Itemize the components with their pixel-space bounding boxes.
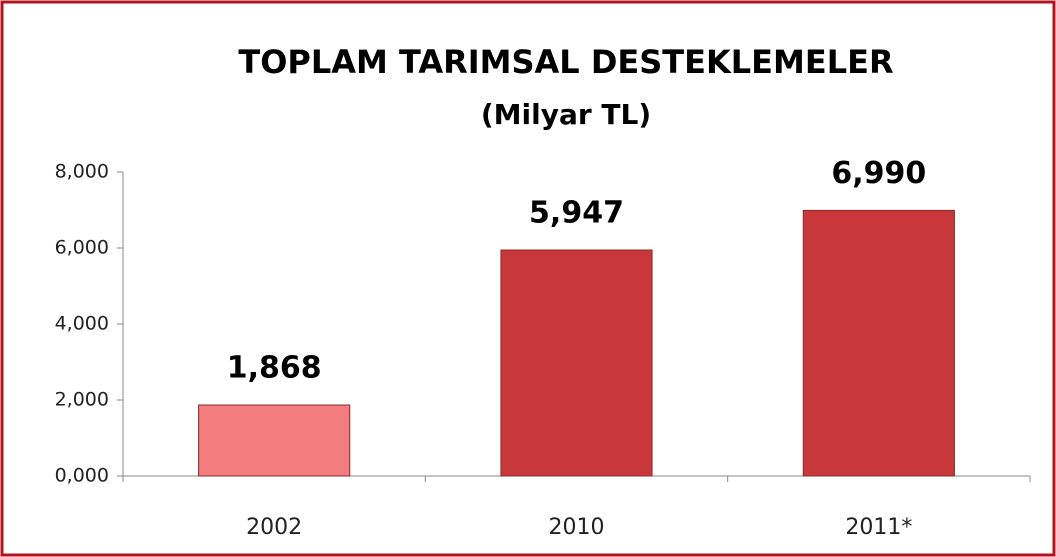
- chart-title: TOPLAM TARIMSAL DESTEKLEMELER: [238, 43, 893, 81]
- bar: [198, 404, 351, 477]
- x-tick-label: 2010: [549, 515, 605, 540]
- bar: [802, 209, 955, 477]
- x-tick-label: 2002: [246, 515, 302, 540]
- value-label: 5,947: [529, 196, 624, 231]
- x-tick-label: 2011*: [845, 515, 912, 540]
- y-tick-label: 6,000: [55, 237, 109, 259]
- value-label: 1,868: [227, 351, 322, 386]
- y-tick-label: 8,000: [55, 161, 109, 183]
- y-tick-label: 4,000: [55, 313, 109, 335]
- y-tick-label: 0,000: [55, 465, 109, 487]
- bar: [500, 249, 653, 477]
- value-label: 6,990: [831, 156, 926, 191]
- y-tick-label: 2,000: [55, 389, 109, 411]
- chart-subtitle: (Milyar TL): [481, 98, 651, 131]
